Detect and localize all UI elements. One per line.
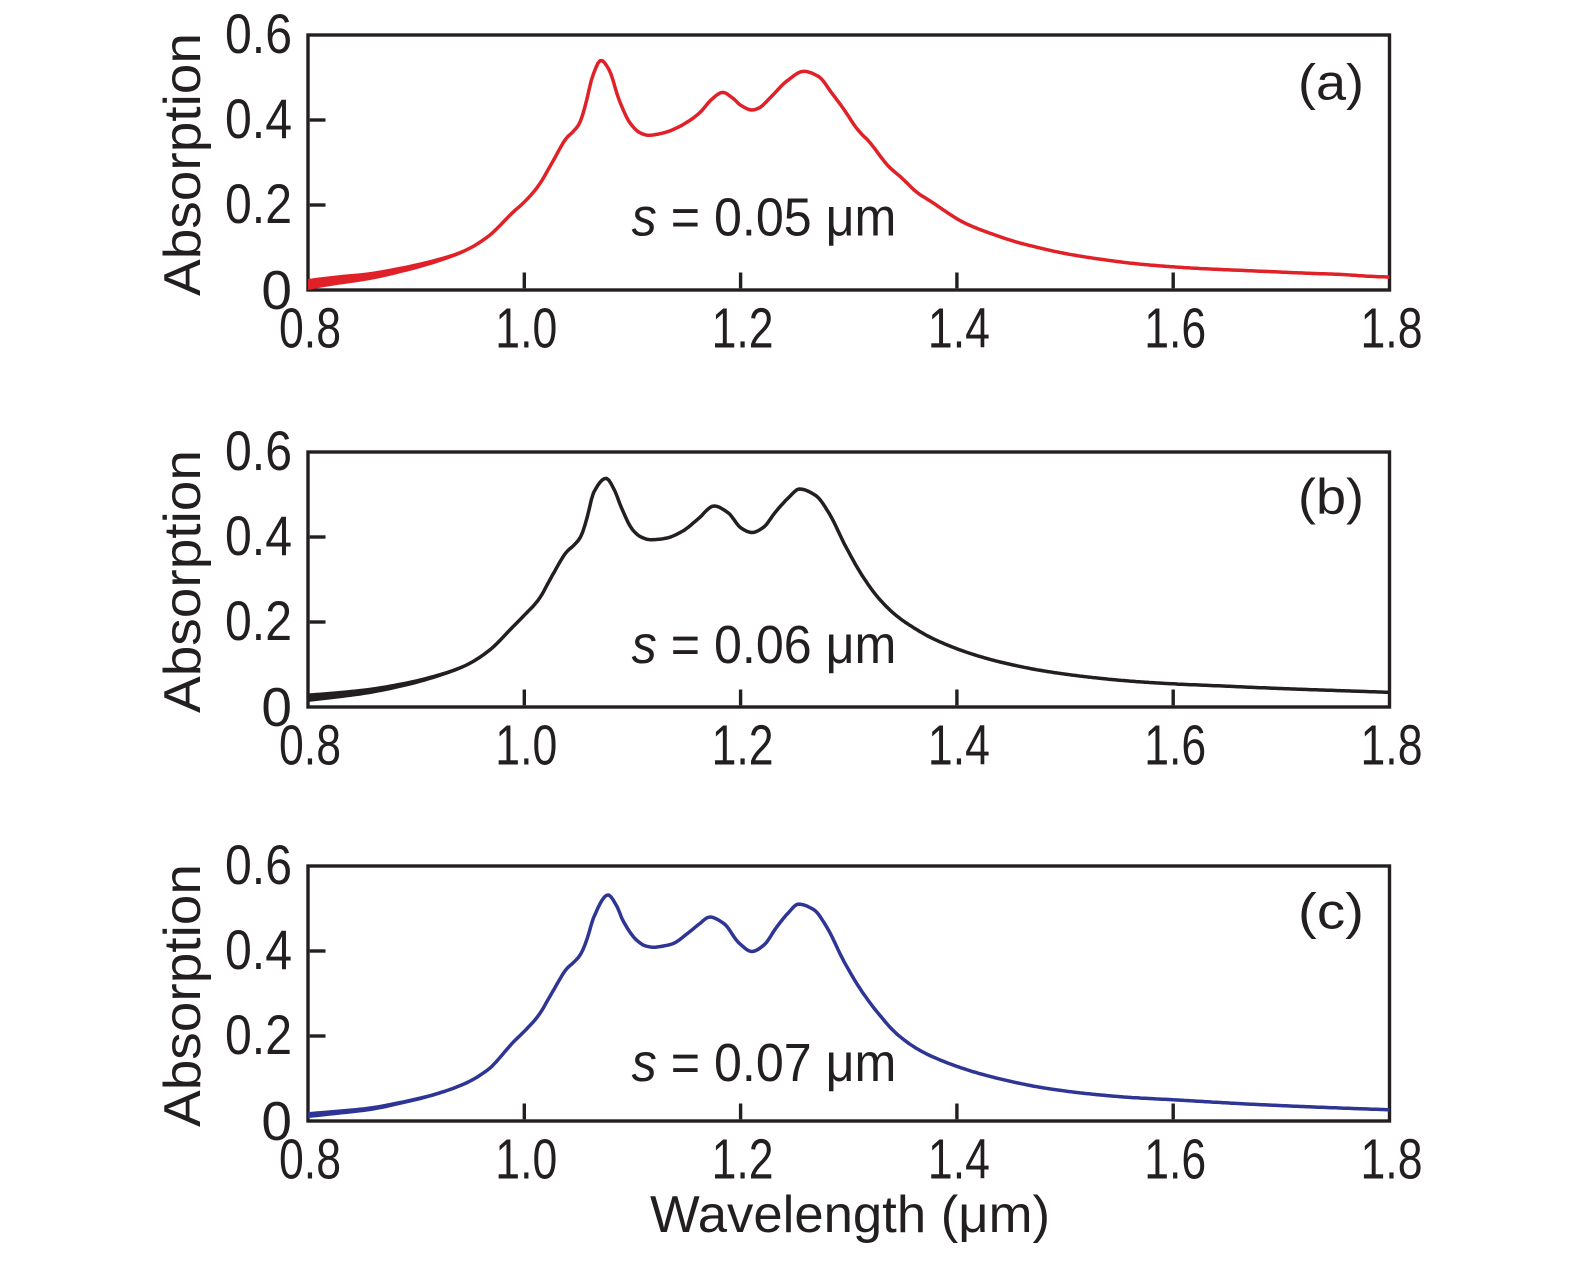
svg-text:0.4: 0.4 bbox=[225, 918, 292, 981]
svg-text:0.2: 0.2 bbox=[225, 1003, 292, 1066]
svg-text:0.8: 0.8 bbox=[279, 714, 341, 778]
svg-text:Wavelength (μm): Wavelength (μm) bbox=[650, 1186, 1050, 1244]
svg-text:0: 0 bbox=[261, 1090, 292, 1152]
svg-text:(c): (c) bbox=[1298, 884, 1364, 940]
svg-text:(a): (a) bbox=[1298, 55, 1364, 111]
svg-text:Absorption: Absorption bbox=[154, 450, 212, 713]
svg-text:1.0: 1.0 bbox=[495, 1128, 557, 1192]
svg-text:s = 0.07 μm: s = 0.07 μm bbox=[632, 1033, 897, 1093]
svg-text:Absorption: Absorption bbox=[154, 864, 212, 1127]
svg-text:1.2: 1.2 bbox=[712, 714, 774, 778]
svg-text:0.6: 0.6 bbox=[225, 419, 292, 482]
svg-text:1.2: 1.2 bbox=[712, 297, 774, 361]
svg-text:1.0: 1.0 bbox=[495, 714, 557, 778]
svg-text:s = 0.06 μm: s = 0.06 μm bbox=[632, 615, 897, 675]
svg-text:0.2: 0.2 bbox=[225, 172, 292, 235]
svg-text:(b): (b) bbox=[1298, 469, 1364, 525]
svg-text:0.4: 0.4 bbox=[225, 504, 292, 567]
svg-text:1.6: 1.6 bbox=[1144, 1128, 1206, 1192]
svg-text:0.4: 0.4 bbox=[225, 87, 292, 150]
svg-text:1.6: 1.6 bbox=[1144, 297, 1206, 361]
svg-text:1.4: 1.4 bbox=[928, 714, 990, 778]
svg-text:1.4: 1.4 bbox=[928, 297, 990, 361]
svg-text:1.0: 1.0 bbox=[495, 297, 557, 361]
svg-text:0.8: 0.8 bbox=[279, 1128, 341, 1192]
svg-text:0.8: 0.8 bbox=[279, 297, 341, 361]
svg-text:s = 0.05 μm: s = 0.05 μm bbox=[632, 188, 897, 248]
svg-text:Absorption: Absorption bbox=[154, 33, 212, 296]
svg-text:1.2: 1.2 bbox=[712, 1128, 774, 1192]
svg-text:1.6: 1.6 bbox=[1144, 714, 1206, 778]
svg-text:0: 0 bbox=[261, 259, 292, 321]
svg-text:0.6: 0.6 bbox=[225, 833, 292, 896]
svg-text:1.8: 1.8 bbox=[1361, 297, 1423, 361]
svg-text:1.8: 1.8 bbox=[1361, 1128, 1423, 1192]
svg-text:1.8: 1.8 bbox=[1361, 714, 1423, 778]
svg-text:0: 0 bbox=[261, 676, 292, 738]
svg-text:1.4: 1.4 bbox=[928, 1128, 990, 1192]
svg-text:0.6: 0.6 bbox=[225, 2, 292, 65]
svg-text:0.2: 0.2 bbox=[225, 589, 292, 652]
